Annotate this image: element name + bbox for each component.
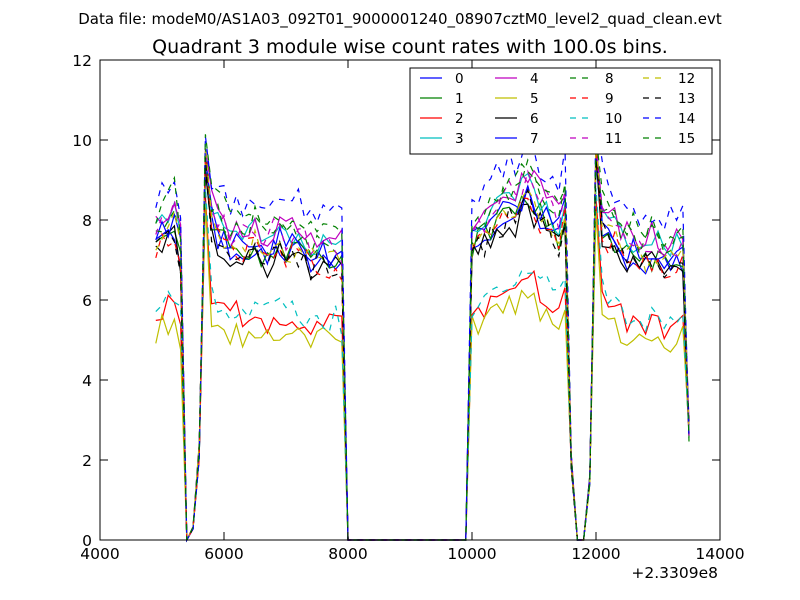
y-tick-label: 12 xyxy=(72,52,92,70)
y-tick-label: 8 xyxy=(82,212,92,230)
y-tick-label: 4 xyxy=(82,372,92,390)
series-line-8 xyxy=(155,147,690,543)
legend-label-0: 0 xyxy=(455,71,464,87)
series-line-11 xyxy=(155,143,690,541)
y-tick-label: 2 xyxy=(82,452,92,470)
x-tick-label: 12000 xyxy=(571,545,620,563)
legend-frame xyxy=(409,67,713,155)
legend-label-14: 14 xyxy=(678,111,695,127)
chart-title: Quadrant 3 module wise count rates with … xyxy=(152,36,668,58)
legend-label-15: 15 xyxy=(678,131,695,147)
legend-label-13: 13 xyxy=(678,91,695,107)
x-tick-label: 4000 xyxy=(80,545,119,563)
series-line-10 xyxy=(155,187,690,541)
legend-label-8: 8 xyxy=(605,71,614,87)
legend-label-5: 5 xyxy=(530,91,539,107)
x-tick-label: 8000 xyxy=(328,545,367,563)
legend-label-6: 6 xyxy=(530,111,539,127)
x-tick-label: 14000 xyxy=(695,545,744,563)
series-line-15 xyxy=(155,134,690,541)
x-tick-label: 6000 xyxy=(204,545,243,563)
legend-label-2: 2 xyxy=(455,111,464,127)
legend-label-10: 10 xyxy=(605,111,622,127)
legend-label-11: 11 xyxy=(605,131,622,147)
x-offset-label: +2.3309e8 xyxy=(631,564,718,582)
legend-label-3: 3 xyxy=(455,131,464,147)
suptitle: Data file: modeM0/AS1A03_092T01_90000012… xyxy=(78,10,722,29)
x-tick-label: 10000 xyxy=(447,545,496,563)
legend-label-7: 7 xyxy=(530,131,539,147)
y-tick-label: 6 xyxy=(82,292,92,310)
y-tick-label: 0 xyxy=(82,532,92,550)
y-tick-label: 10 xyxy=(72,132,92,150)
legend-label-12: 12 xyxy=(678,71,695,87)
legend-label-9: 9 xyxy=(605,91,614,107)
legend-label-4: 4 xyxy=(530,71,539,87)
legend-label-1: 1 xyxy=(455,91,464,107)
